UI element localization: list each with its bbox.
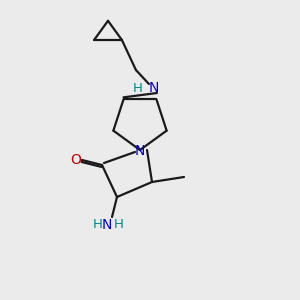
Text: H: H xyxy=(93,218,103,232)
Text: H: H xyxy=(114,218,124,232)
Text: N: N xyxy=(149,81,159,95)
Text: N: N xyxy=(135,144,145,158)
Text: H: H xyxy=(133,82,143,94)
Text: N: N xyxy=(102,218,112,232)
Text: O: O xyxy=(70,153,81,167)
